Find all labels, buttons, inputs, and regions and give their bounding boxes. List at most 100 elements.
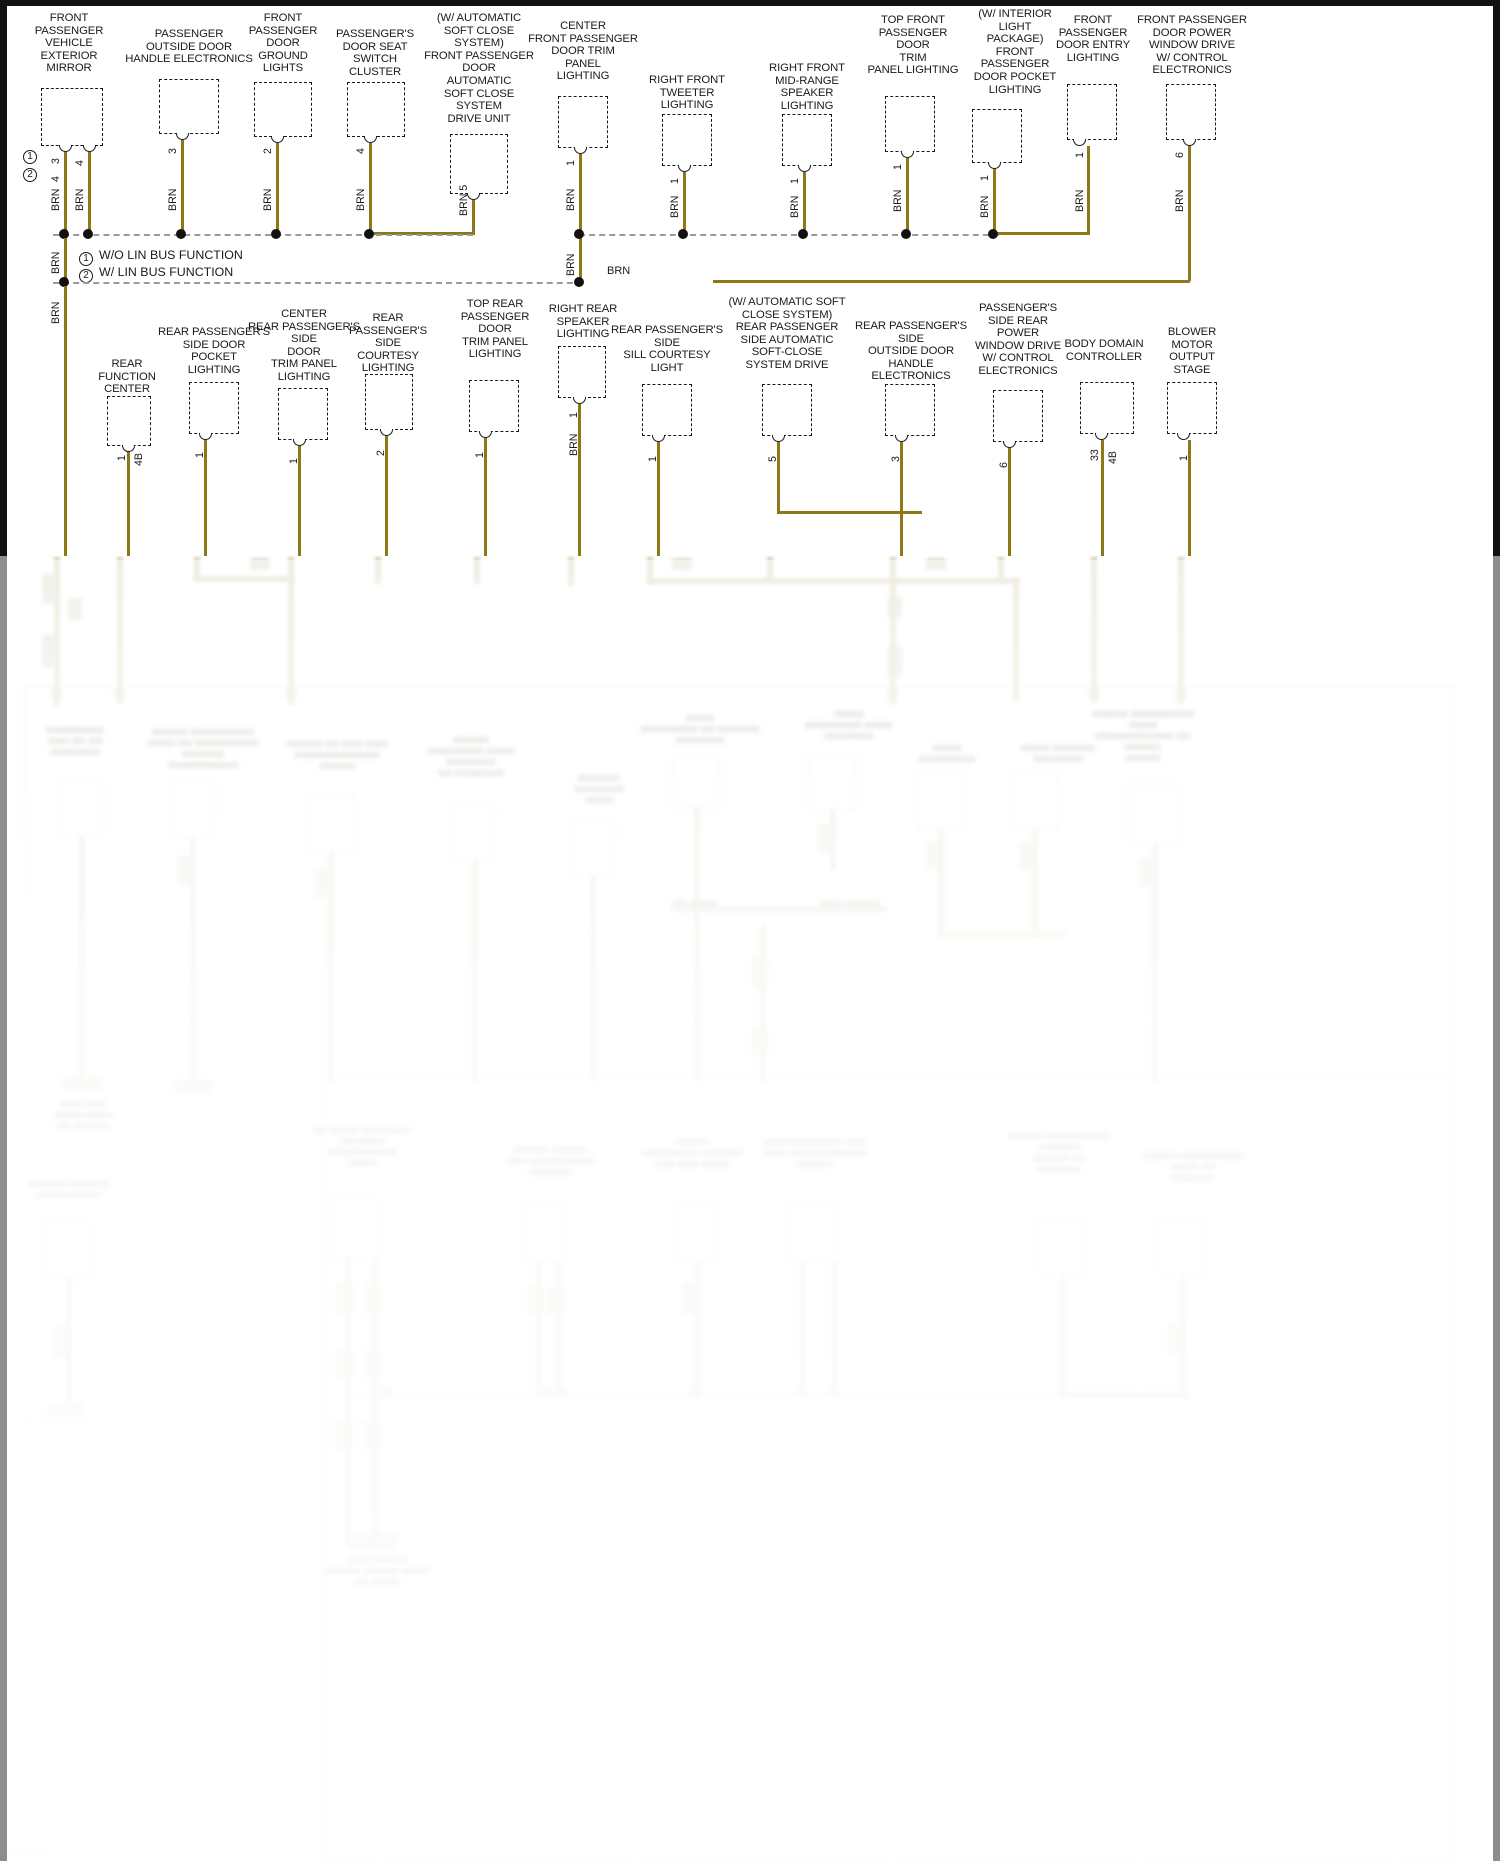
faded-component-label: ▄▄ ▄▄▄▄ ▄▄▄▄▄▄▄ ▄▄ ▄▄▄▄ ▄▄▄▄▄▄▄▄▄▄ ▄▄▄▄ [313,1122,411,1166]
pin-number: 4 [74,160,86,166]
pin-number: 1 [194,452,206,458]
pin-number: 3 [50,158,62,164]
faded-connector-chip [68,598,82,620]
faded-wire [194,576,294,582]
pin-number: 6 [998,462,1010,468]
bus-color-label: BRN [607,265,631,277]
faded-wire [472,860,478,1082]
wire-color-label: BRN [50,188,62,211]
component-label: BODY DOMAIN CONTROLLER [1064,338,1144,363]
splice-node [798,229,808,239]
faded-wire [536,1262,542,1394]
page-edge-left [0,556,7,1861]
connector-box [885,384,935,436]
faded-splice-node [796,1386,808,1398]
pin-and-color-label: BRN 5 [458,184,470,216]
wire-color-label: BRN [167,188,179,211]
faded-connector-chip [1020,842,1034,870]
copyright-notice: © copyright [10,1846,51,1855]
wire-color-label: BRN [262,188,274,211]
pin-number: 1 [288,458,300,464]
wire-color-label: BRN [789,195,801,218]
component-label: REAR PASSENGER'S SIDE COURTESY LIGHTING [348,312,428,375]
faded-wire-label: ▄▄▄ ▄▄▄▄▄ [820,896,880,907]
wire-brn [900,442,903,562]
faded-connector-chip [178,856,192,886]
component-label: RIGHT FRONT MID-RANGE SPEAKER LIGHTING [769,62,845,112]
connector-box [1067,84,1117,140]
faded-connector-box [1128,784,1180,844]
wire-brn [181,140,184,234]
faded-ground-symbol [48,1404,84,1418]
faded-wire [117,556,123,704]
faded-connector-box [520,1204,568,1262]
pin-cup [293,439,306,446]
faded-wire [694,808,700,1082]
pin-number: 1 [568,412,580,418]
splice-node [59,229,69,239]
wire-brn-branch [777,511,922,514]
faded-connector-chip [336,1422,352,1452]
pin-number: 1 [647,456,659,462]
pin-cup [772,435,785,442]
wire-brn [578,404,581,562]
alt-marker-1: 1 [23,146,43,164]
wire-brn-continuation [579,238,582,283]
faded-connector-chip [250,558,270,570]
pin-number: 3 [890,456,902,462]
faded-connector-chip [926,558,946,570]
faded-connector-box [672,756,720,808]
wire-color-label: BRN [669,195,681,218]
faded-connector-box [918,772,964,830]
component-label: FRONT PASSENGER VEHICLE EXTERIOR MIRROR [34,12,104,75]
connector-box [1166,84,1216,140]
splice-node [988,229,998,239]
faded-connector-box [1012,772,1058,830]
pin-cup [199,433,212,440]
connector-box [972,109,1022,163]
wire-brn [127,452,130,562]
faded-component-label: ▄▄▄▄▄ ▄▄▄▄▄ ▄▄▄ ▄▄▄▄▄▄▄▄▄ ▄▄▄▄▄▄ [506,1142,594,1175]
wire-brn [276,143,279,234]
splice-node [574,229,584,239]
pin-cup [1177,433,1190,440]
faded-connector-chip [42,634,56,668]
connector-box [885,96,935,152]
faded-connector-box [808,754,856,810]
connector-box [41,88,103,146]
component-label: (W/ AUTOMATIC SOFT CLOSE SYSTEM) REAR PA… [728,296,846,371]
pin-cup [1095,433,1108,440]
wire-brn [472,200,475,234]
faded-connector-chip [1140,858,1154,888]
connector-box [558,96,608,148]
pin-cup [574,147,587,154]
wire-color-label: BRN [1074,189,1086,212]
faded-component-label: ▄▄▄▄ ▄▄▄▄▄▄▄▄ ▄▄ ▄▄▄▄▄▄ ▄▄▄▄▄▄▄ [640,710,760,743]
faded-connector-chip [752,954,768,988]
diagram-sheet-top: FRONT PASSENGER VEHICLE EXTERIOR MIRROR … [0,0,1500,562]
legend-item-2: 2 W/ LIN BUS FUNCTION [79,265,233,283]
wire-brn [385,436,388,562]
faded-connector-chip [888,646,902,676]
faded-component-label: ▄▄▄ ▄▄▄ ▄▄▄▄ ▄▄▄▄ ▄▄ ▄▄▄▄▄ [53,1096,113,1129]
wire-brn [1188,440,1191,562]
wire-brn [369,143,372,234]
pin-cup [901,151,914,158]
wire-brn [1101,440,1104,562]
faded-connector-box [1038,1216,1088,1276]
component-label: TOP FRONT PASSENGER DOOR TRIM PANEL LIGH… [867,14,959,77]
component-label: CENTER FRONT PASSENGER DOOR TRIM PANEL L… [528,20,638,83]
faded-connector-chip [682,1282,698,1314]
component-label: FRONT PASSENGER DOOR POWER WINDOW DRIVE … [1137,14,1247,77]
faded-splice-node [556,1386,568,1398]
faded-connector-box [1158,1216,1208,1276]
connector-box [558,346,606,398]
component-label: PASSENGER'S SIDE REAR POWER WINDOW DRIVE… [974,302,1062,377]
pin-cup [479,431,492,438]
pin-number: 1 [1178,455,1190,461]
pin-number: 4B [133,453,145,466]
component-label: BLOWER MOTOR OUTPUT STAGE [1167,326,1217,376]
wire-brn [298,446,301,562]
component-label: PASSENGER OUTSIDE DOOR HANDLE ELECTRONIC… [125,28,253,66]
legend-marker: 2 [79,269,93,283]
